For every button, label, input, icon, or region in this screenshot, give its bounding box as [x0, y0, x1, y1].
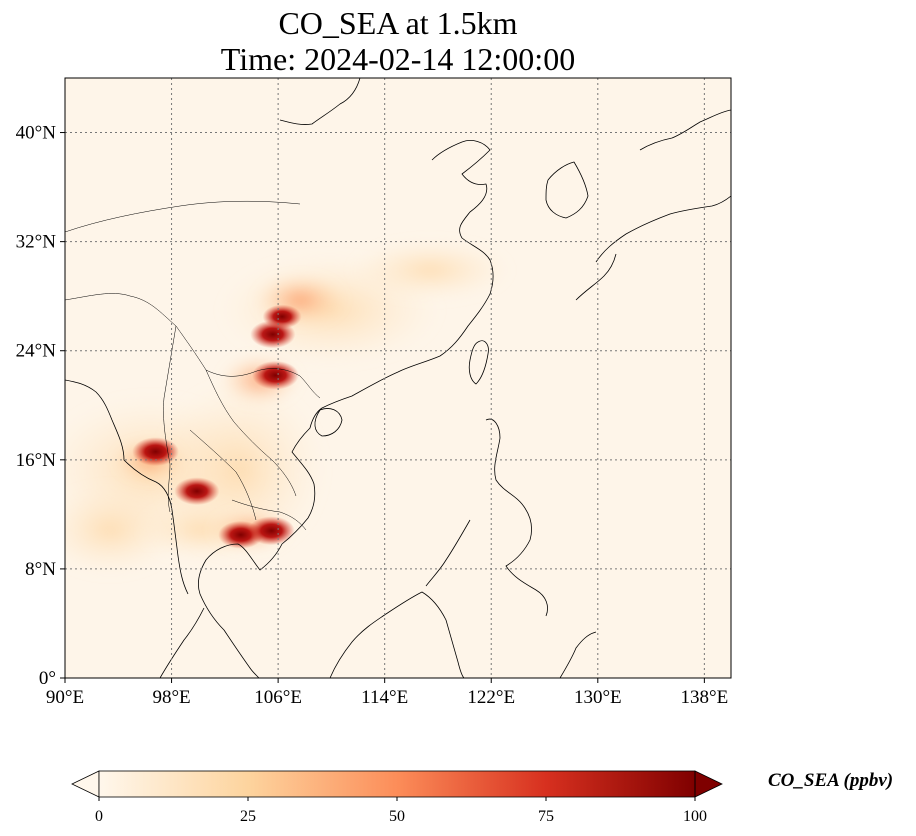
- coastline-malay: [159, 607, 205, 678]
- colorbar-extend-max: [694, 770, 723, 798]
- colorbar-gradient: [99, 771, 695, 797]
- tick-label-lon: 138°E: [681, 687, 729, 708]
- country-borders: [65, 200, 321, 531]
- coastline-hainan: [314, 408, 343, 437]
- co-hotspot: [250, 320, 296, 349]
- colorbar: 0 25 50 75 100: [71, 770, 723, 825]
- coastline-palawan: [425, 519, 471, 587]
- co-hotspot: [248, 516, 295, 546]
- border-thailand-cambodia: [189, 429, 257, 521]
- coastline-taiwan: [468, 340, 489, 385]
- coastline-sulawesi: [559, 631, 597, 678]
- border-myanmar-thailand: [163, 325, 177, 513]
- colorbar-tick-label: 100: [683, 808, 707, 825]
- map-background: [65, 78, 731, 678]
- co-hotspot: [132, 437, 179, 467]
- border-laos-vietnam: [205, 369, 297, 497]
- co-hotspot: [174, 477, 220, 506]
- coastline-mainland: [198, 78, 494, 678]
- colorbar-tick-label: 0: [95, 808, 103, 825]
- colorbar-tick-label: 75: [538, 808, 554, 825]
- coastline-borneo: [329, 591, 465, 678]
- tick-label-lat: 16°N: [16, 450, 57, 471]
- colorbar-tick-label: 25: [240, 808, 256, 825]
- tick-label-lon: 90°E: [46, 687, 84, 708]
- co-hotspot: [252, 360, 299, 390]
- coastlines: [65, 78, 731, 678]
- plume-bay-of-bengal: [65, 485, 180, 575]
- co-concentration-field: [65, 240, 510, 575]
- plume-east-china: [350, 240, 510, 300]
- border-china-mongolia: [65, 200, 301, 233]
- colorbar-title: CO_SEA (ppbv): [768, 770, 894, 791]
- tick-label-lon: 122°E: [467, 687, 515, 708]
- colorbar-extend-min: [71, 770, 100, 798]
- coastline-korea: [545, 161, 589, 219]
- tick-label-lat: 0°: [39, 668, 56, 689]
- coastline-japan: [575, 109, 731, 301]
- tick-label-lon: 130°E: [574, 687, 622, 708]
- border-cambodia-vietnam: [231, 499, 307, 531]
- map-subtitle: Time: 2024-02-14 12:00:00: [220, 41, 576, 77]
- colorbar-ticks: 0 25 50 75 100: [95, 797, 707, 825]
- axis-ticks: 90°E 98°E 106°E 114°E 122°E 130°E 138°E 0° 8°N 16…: [16, 123, 729, 708]
- map-title: CO_SEA at 1.5km: [278, 5, 518, 41]
- tick-label-lat: 24°N: [16, 341, 57, 362]
- tick-label-lat: 8°N: [25, 559, 56, 580]
- tick-label-lat: 32°N: [16, 232, 57, 253]
- tick-label-lon: 98°E: [152, 687, 190, 708]
- tick-label-lon: 106°E: [254, 687, 302, 708]
- colorbar-tick-label: 50: [389, 808, 405, 825]
- tick-label-lat: 40°N: [16, 123, 57, 144]
- hotspot-group: [132, 304, 302, 549]
- border-china-south: [65, 293, 321, 399]
- tick-label-lon: 114°E: [361, 687, 408, 708]
- gridlines: [65, 78, 731, 678]
- coastline-myanmar: [65, 379, 189, 595]
- map-frame: [64, 77, 732, 679]
- coastline-philippines: [485, 418, 548, 617]
